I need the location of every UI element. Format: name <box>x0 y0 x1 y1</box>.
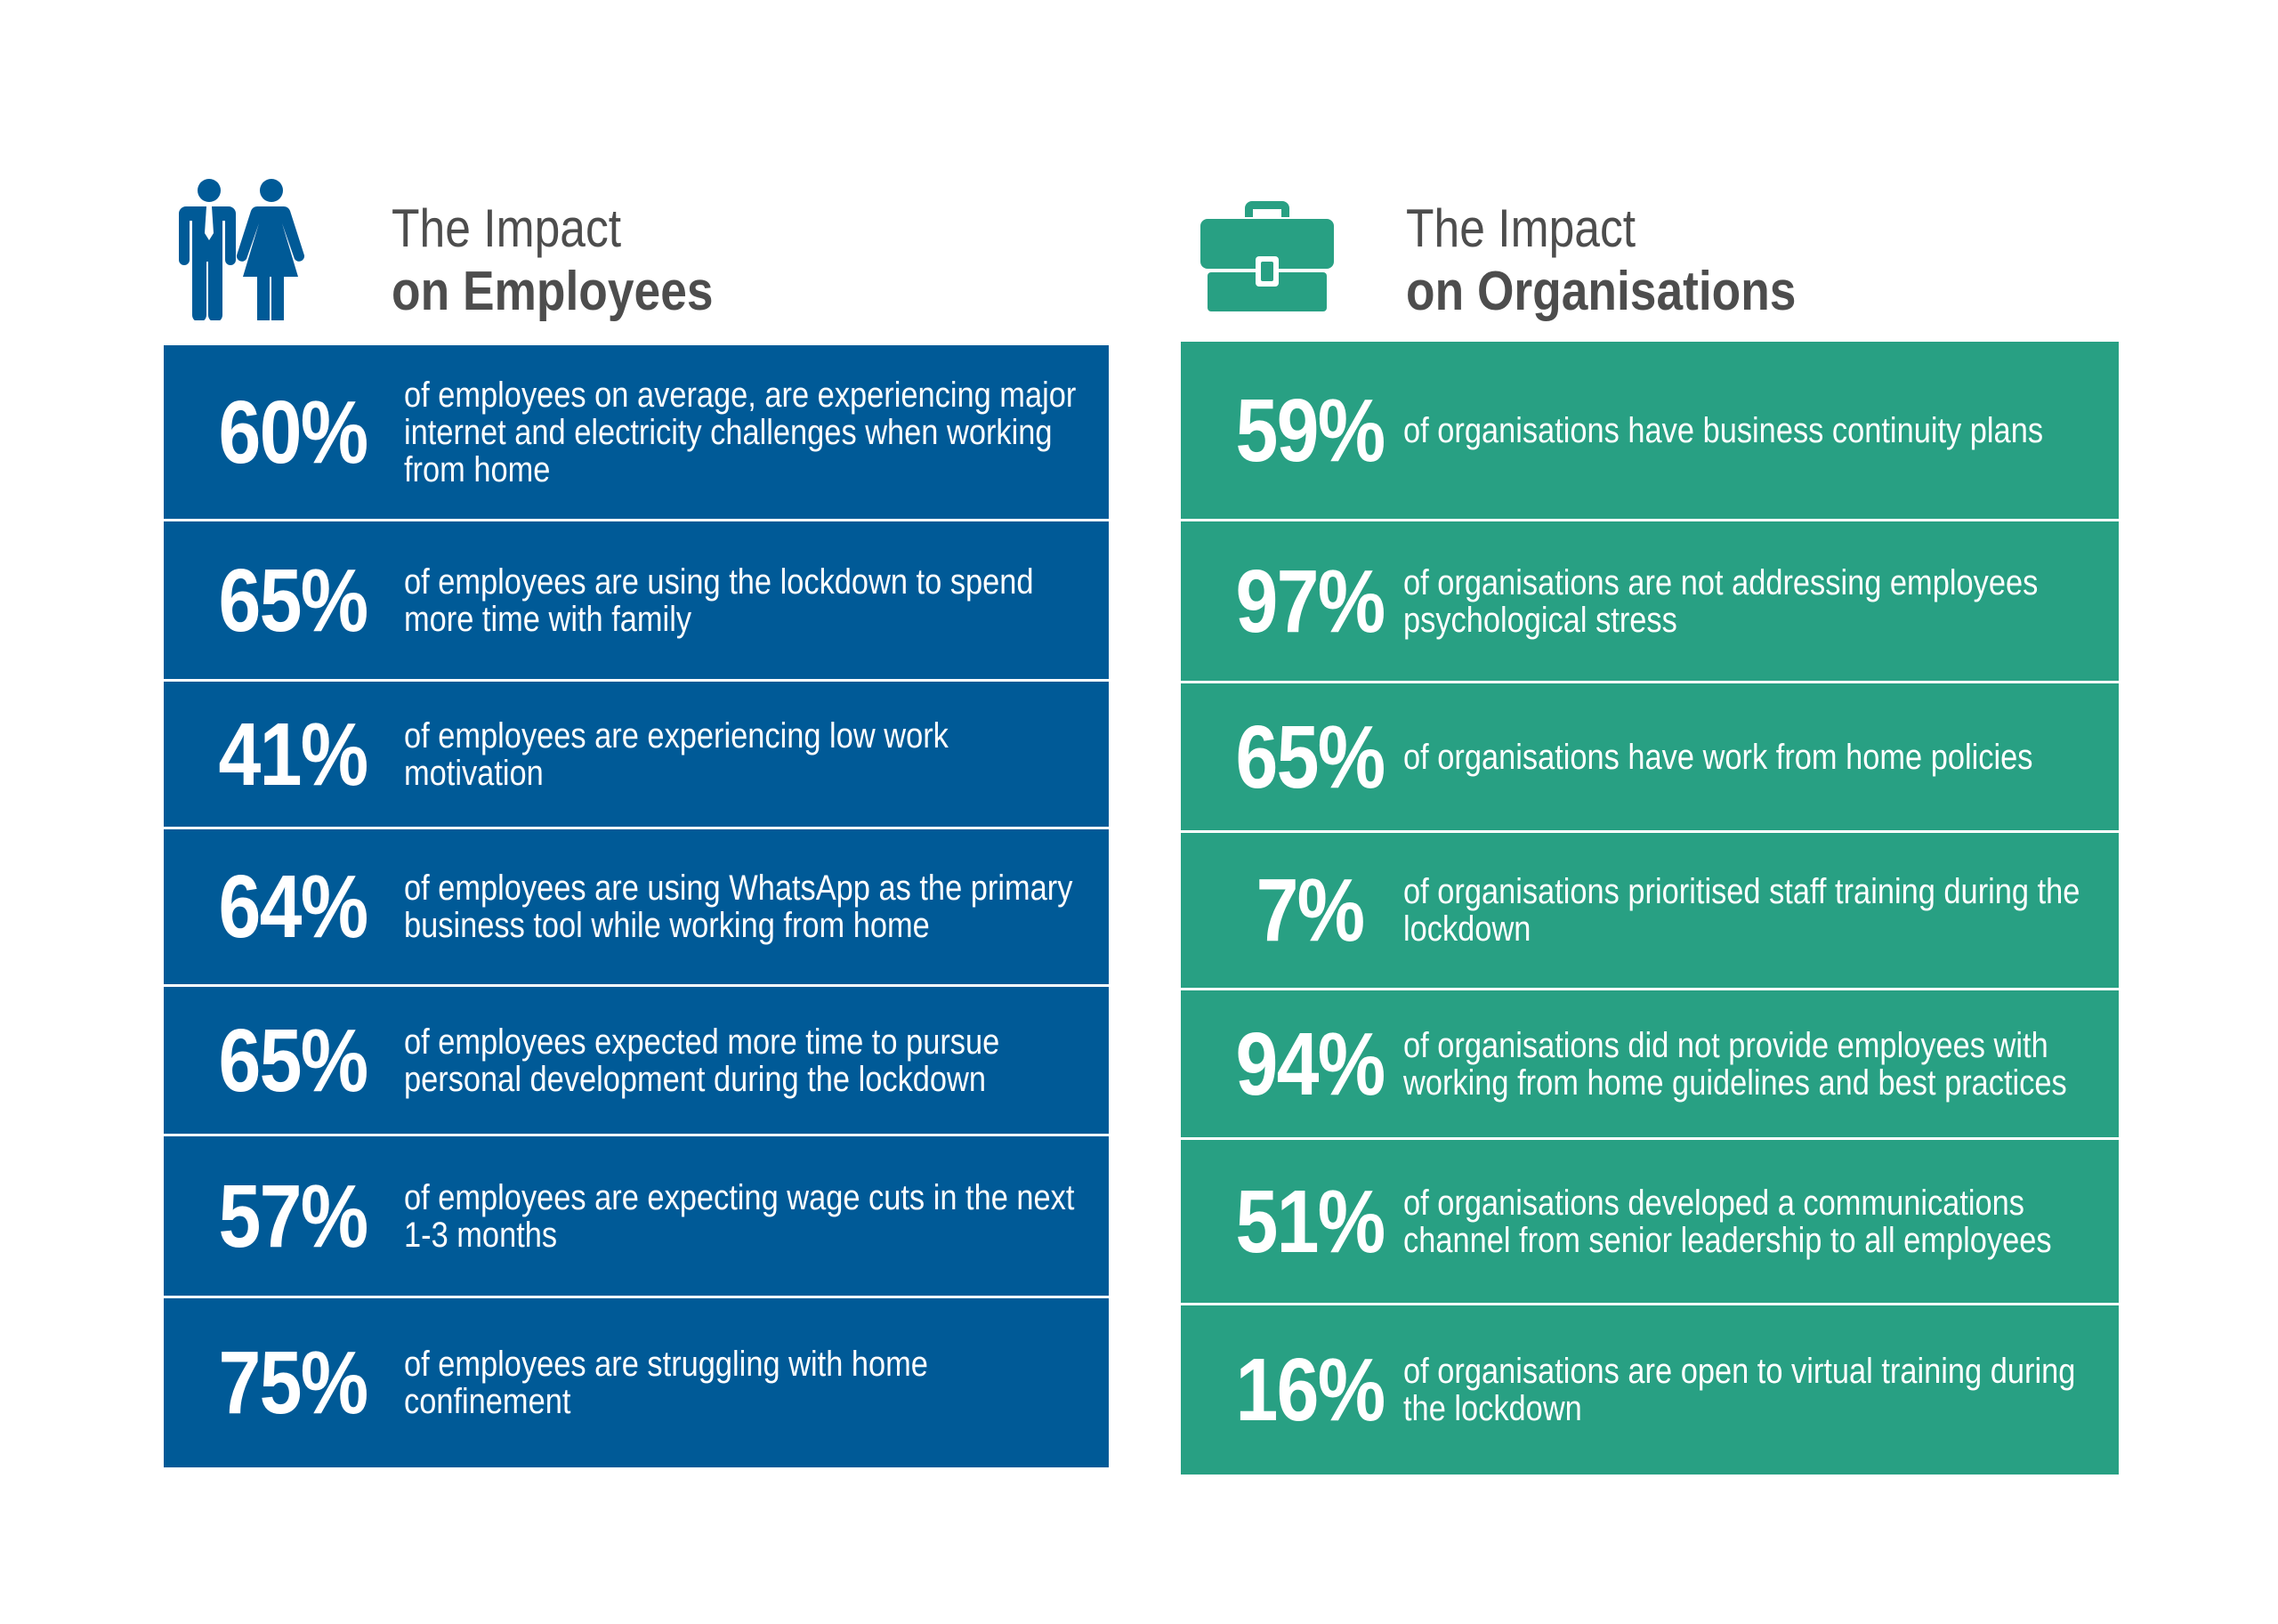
stat-description: of employees are using WhatsApp as the p… <box>404 869 1073 945</box>
stat-description: of organisations developed a communicati… <box>1403 1183 2052 1260</box>
stat-row: 75% of employees are struggling with hom… <box>164 1298 1109 1467</box>
employees-title-line2: on Employees <box>392 261 714 322</box>
stat-row: 16% of organisations are open to virtual… <box>1181 1305 2119 1475</box>
stat-description: of employees on average, are experiencin… <box>404 375 1077 489</box>
stat-description: of employees are experiencing low work m… <box>404 715 949 793</box>
stat-description: of organisations are not addressing empl… <box>1403 562 2039 640</box>
stat-percentage: 75% <box>218 1333 369 1433</box>
organisations-stats: 59% of organisations have business conti… <box>1181 342 2119 1475</box>
stat-percentage: 7% <box>1256 860 1366 960</box>
stat-row: 57% of employees are expecting wage cuts… <box>164 1136 1109 1298</box>
stat-description: of organisations have business continuit… <box>1403 410 2044 450</box>
organisations-title: The Impact on Organisations <box>1406 198 1860 324</box>
organisations-title-line1: The Impact <box>1406 198 1636 258</box>
stat-percentage: 65% <box>218 550 369 650</box>
stat-percentage: 60% <box>218 382 369 482</box>
stat-row: 51% of organisations developed a communi… <box>1181 1140 2119 1305</box>
stat-row: 97% of organisations are not addressing … <box>1181 521 2119 683</box>
stat-row: 65% of employees are using the lockdown … <box>164 521 1109 682</box>
stat-percentage: 97% <box>1235 551 1386 651</box>
stat-percentage: 57% <box>218 1166 369 1266</box>
stat-percentage: 59% <box>1235 380 1386 481</box>
stat-row: 7% of organisations prioritised staff tr… <box>1181 833 2119 990</box>
organisations-section: The Impact on Organisations 59% of organ… <box>1181 178 2119 1475</box>
stat-description: of employees expected more time to pursu… <box>404 1022 1000 1099</box>
briefcase-icon <box>1200 198 1334 318</box>
stat-description: of organisations are open to virtual tra… <box>1403 1352 2076 1428</box>
employees-section: The Impact on Employees 60% of employees… <box>164 178 1109 1467</box>
organisations-header: The Impact on Organisations <box>1181 178 2119 347</box>
stat-description: of organisations did not provide employe… <box>1403 1025 2067 1103</box>
organisations-title-line2: on Organisations <box>1406 261 1797 322</box>
stat-row: 94% of organisations did not provide emp… <box>1181 990 2119 1140</box>
stat-description: of organisations have work from home pol… <box>1403 737 2033 777</box>
employees-title: The Impact on Employees <box>392 198 765 324</box>
stat-percentage: 64% <box>218 857 369 957</box>
stat-row: 59% of organisations have business conti… <box>1181 342 2119 521</box>
stat-percentage: 65% <box>1235 707 1386 807</box>
stat-percentage: 94% <box>1235 1014 1386 1114</box>
people-icon <box>177 178 311 326</box>
stat-row: 65% of employees expected more time to p… <box>164 987 1109 1136</box>
stat-percentage: 51% <box>1235 1171 1386 1272</box>
stat-description: of employees are expecting wage cuts in … <box>404 1177 1075 1255</box>
stat-row: 64% of employees are using WhatsApp as t… <box>164 829 1109 987</box>
employees-header: The Impact on Employees <box>164 178 1109 347</box>
stat-row: 60% of employees on average, are experie… <box>164 345 1109 521</box>
stat-percentage: 41% <box>218 704 369 804</box>
stat-description: of employees are using the lockdown to s… <box>404 562 1034 639</box>
stat-row: 41% of employees are experiencing low wo… <box>164 682 1109 829</box>
stat-percentage: 16% <box>1235 1340 1386 1440</box>
employees-stats: 60% of employees on average, are experie… <box>164 345 1109 1467</box>
stat-description: of employees are struggling with home co… <box>404 1345 928 1421</box>
stat-percentage: 65% <box>218 1010 369 1111</box>
employees-title-line1: The Impact <box>392 198 622 258</box>
stat-description: of organisations prioritised staff train… <box>1403 872 2080 949</box>
stat-row: 65% of organisations have work from home… <box>1181 683 2119 833</box>
